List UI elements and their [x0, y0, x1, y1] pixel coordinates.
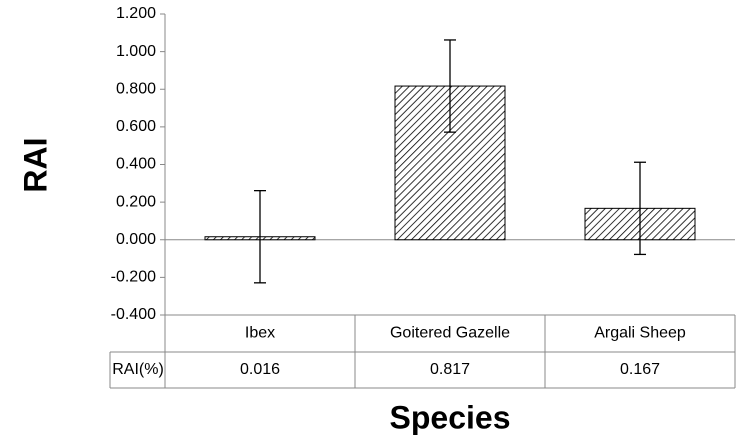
y-tick-label: -0.400	[111, 306, 156, 323]
table-row-label: RAI(%)	[112, 361, 164, 378]
error-bar	[444, 39, 456, 133]
y-tick-label: 1.000	[116, 43, 156, 60]
y-tick-label: 1.200	[116, 5, 156, 22]
y-tick-label: 0.400	[116, 156, 156, 173]
error-bar	[254, 189, 266, 284]
x-tick-label: Goitered Gazelle	[390, 325, 510, 342]
y-tick-label: 0.800	[116, 80, 156, 97]
y-tick-label: -0.200	[111, 269, 156, 286]
y-axis-label: RAI	[17, 137, 53, 192]
y-tick-label: 0.600	[116, 118, 156, 135]
x-tick-label: Argali Sheep	[594, 325, 686, 342]
table-value: 0.817	[430, 361, 470, 378]
error-bar	[634, 161, 646, 256]
y-tick-label: 0.200	[116, 193, 156, 210]
x-tick-label: Ibex	[245, 325, 275, 342]
table-value: 0.016	[240, 361, 280, 378]
x-axis-label: Species	[390, 399, 511, 435]
table-value: 0.167	[620, 361, 660, 378]
y-tick-label: 0.000	[116, 231, 156, 248]
